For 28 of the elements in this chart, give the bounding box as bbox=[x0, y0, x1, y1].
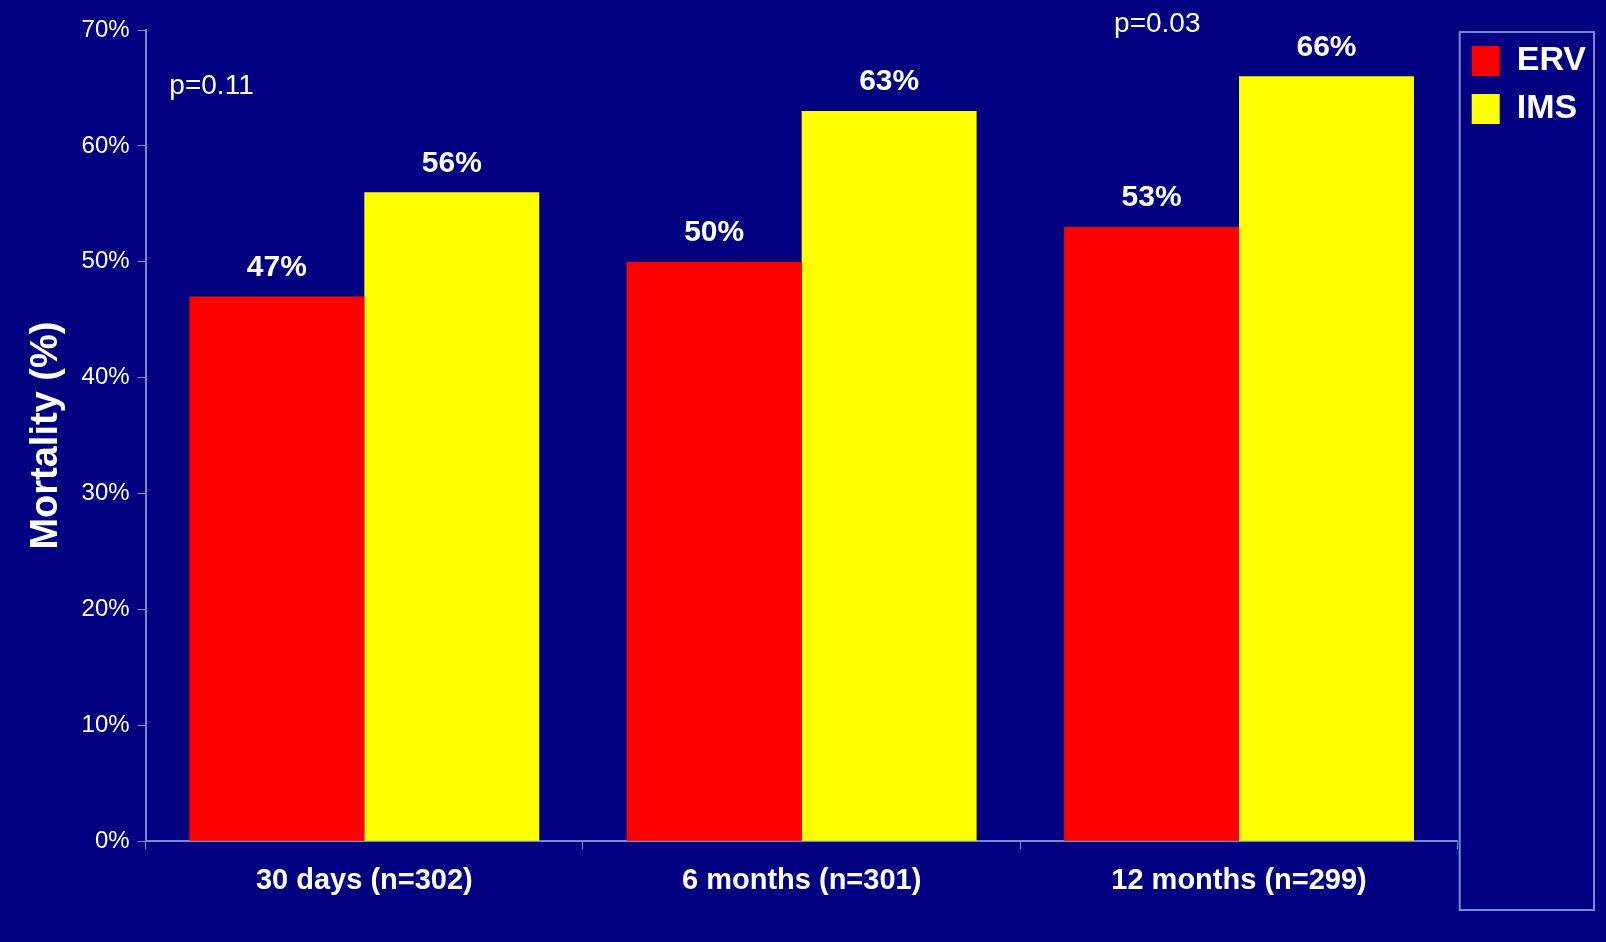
legend-label: IMS bbox=[1516, 87, 1578, 126]
y-tick-label: 30% bbox=[81, 478, 130, 506]
x-tick-label: 6 months (n=301) bbox=[682, 862, 922, 895]
data-label: 53% bbox=[1121, 179, 1182, 213]
x-tick-label: 12 months (n=299) bbox=[1111, 862, 1367, 895]
data-label: 47% bbox=[246, 248, 307, 282]
bar bbox=[189, 296, 365, 841]
y-tick-label: 10% bbox=[81, 709, 130, 737]
data-label: 56% bbox=[421, 144, 482, 178]
y-tick-label: 50% bbox=[81, 246, 130, 274]
data-label: 63% bbox=[859, 63, 920, 97]
y-axis-title: Mortality (%) bbox=[23, 321, 66, 550]
y-tick-label: 60% bbox=[81, 130, 130, 158]
data-label: 66% bbox=[1296, 28, 1357, 62]
bar bbox=[801, 111, 977, 841]
bar bbox=[364, 192, 540, 841]
y-tick-label: 20% bbox=[81, 594, 130, 622]
y-tick-label: 40% bbox=[81, 362, 130, 390]
y-tick-label: 70% bbox=[81, 14, 130, 42]
y-tick-label: 0% bbox=[94, 825, 130, 853]
bar bbox=[1064, 227, 1240, 841]
data-label: 50% bbox=[684, 214, 745, 248]
x-tick-label: 30 days (n=302) bbox=[255, 862, 473, 895]
bar bbox=[1239, 76, 1414, 841]
annotation: p=0.11 bbox=[169, 68, 254, 100]
legend-label: ERV bbox=[1516, 39, 1587, 78]
bar bbox=[626, 261, 802, 841]
annotation: p=0.03 bbox=[1114, 6, 1201, 38]
